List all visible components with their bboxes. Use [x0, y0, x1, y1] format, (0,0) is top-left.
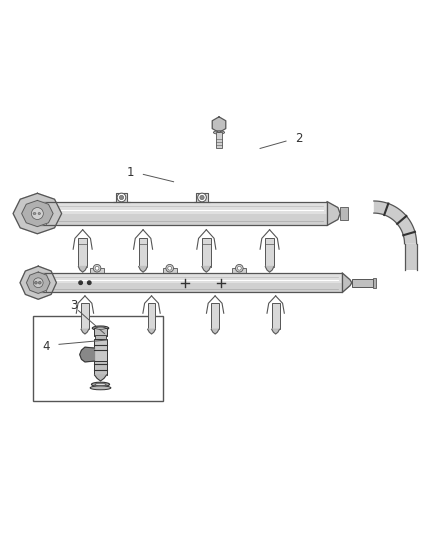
Ellipse shape — [38, 213, 40, 214]
Polygon shape — [202, 266, 211, 272]
Polygon shape — [272, 329, 279, 334]
Polygon shape — [265, 266, 274, 272]
Bar — [39, 282, 342, 293]
Circle shape — [35, 281, 37, 284]
Circle shape — [39, 281, 41, 284]
Ellipse shape — [95, 327, 106, 329]
Circle shape — [95, 266, 99, 270]
Bar — [39, 273, 342, 293]
Ellipse shape — [33, 213, 36, 214]
Bar — [90, 268, 104, 273]
Polygon shape — [20, 266, 57, 299]
Circle shape — [166, 264, 173, 272]
Bar — [202, 238, 211, 266]
Circle shape — [93, 264, 101, 272]
Circle shape — [236, 264, 243, 272]
Polygon shape — [13, 193, 62, 234]
Polygon shape — [194, 193, 210, 201]
Polygon shape — [21, 200, 53, 227]
Ellipse shape — [92, 326, 109, 330]
Bar — [78, 238, 87, 266]
Bar — [405, 244, 417, 270]
Text: 4: 4 — [42, 340, 50, 353]
Polygon shape — [211, 329, 219, 334]
Bar — [39, 214, 327, 225]
Text: 3: 3 — [71, 299, 78, 312]
Polygon shape — [342, 273, 352, 293]
Polygon shape — [212, 117, 226, 132]
Circle shape — [119, 195, 124, 200]
Polygon shape — [95, 375, 106, 381]
Bar — [81, 303, 89, 329]
Circle shape — [32, 207, 43, 220]
Ellipse shape — [90, 386, 111, 390]
Bar — [33, 316, 163, 401]
Bar — [39, 201, 327, 214]
Circle shape — [33, 278, 43, 288]
Ellipse shape — [95, 383, 106, 385]
Ellipse shape — [92, 382, 110, 386]
Bar — [211, 303, 219, 329]
Bar — [95, 340, 106, 361]
Text: 2: 2 — [295, 132, 303, 146]
Bar — [163, 268, 177, 273]
Bar — [265, 238, 274, 266]
Bar — [95, 335, 106, 340]
Circle shape — [88, 281, 91, 285]
Bar — [95, 361, 106, 375]
Circle shape — [200, 195, 204, 200]
Circle shape — [168, 266, 172, 270]
Circle shape — [198, 193, 206, 202]
Ellipse shape — [213, 131, 225, 134]
Polygon shape — [148, 329, 155, 334]
Circle shape — [117, 193, 126, 202]
Bar — [39, 273, 342, 282]
Polygon shape — [26, 272, 50, 294]
Bar — [233, 268, 246, 273]
Text: 1: 1 — [127, 166, 134, 179]
Bar — [94, 328, 107, 336]
Polygon shape — [81, 329, 89, 334]
Polygon shape — [80, 347, 95, 362]
Polygon shape — [78, 266, 87, 272]
Bar — [39, 201, 327, 225]
Polygon shape — [374, 201, 417, 244]
Bar — [372, 278, 376, 288]
Bar — [38, 273, 46, 293]
Polygon shape — [327, 201, 340, 225]
Polygon shape — [113, 193, 130, 201]
Bar — [340, 207, 348, 220]
Bar — [37, 201, 46, 225]
Bar — [139, 238, 148, 266]
Circle shape — [79, 281, 82, 285]
Bar — [352, 279, 372, 287]
Polygon shape — [139, 266, 148, 272]
Circle shape — [237, 266, 241, 270]
Bar — [216, 132, 222, 148]
Bar — [272, 303, 279, 329]
Bar — [148, 303, 155, 329]
